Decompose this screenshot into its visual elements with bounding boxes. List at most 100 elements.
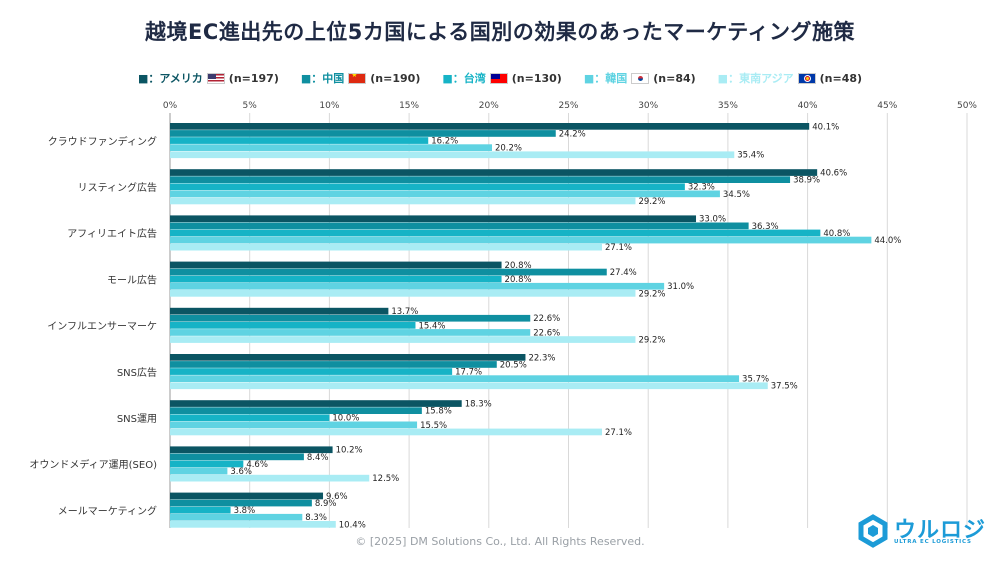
data-label: 36.3% [752, 222, 779, 232]
legend-n-china: (n=190) [370, 71, 421, 85]
logo-name: ウルロジ [894, 518, 987, 543]
data-label: 31.0% [667, 282, 694, 292]
data-label: 40.8% [823, 229, 850, 239]
x-tick-label: 50% [957, 101, 977, 111]
logo-subtitle: ULTRA EC LOGISTICS [894, 539, 972, 545]
x-tick-label: 15% [399, 101, 419, 111]
bar [170, 169, 818, 176]
bar [170, 222, 749, 230]
us-flag-icon [206, 72, 225, 84]
bar [170, 197, 636, 205]
bar [170, 183, 685, 191]
bar [170, 176, 791, 183]
bar [170, 428, 602, 436]
bar [170, 506, 231, 514]
legend-item-korea: ■：韓国 (n=84) [584, 70, 696, 86]
data-label: 12.5% [372, 474, 399, 484]
bar [170, 190, 720, 198]
data-label: 29.2% [638, 289, 665, 299]
legend-n-usa: (n=197) [228, 71, 279, 85]
category-label: オウンドメディア運用(SEO) [29, 458, 157, 471]
legend-item-china: ■：中国 (n=190) [301, 70, 420, 86]
bar [170, 361, 497, 368]
bar [170, 499, 312, 507]
data-label: 33.0% [699, 215, 726, 225]
x-tick-label: 20% [479, 101, 499, 111]
bar [170, 414, 330, 422]
data-label: 15.4% [418, 321, 445, 331]
category-label: モール広告 [107, 273, 157, 286]
bar [170, 400, 462, 407]
taiwan-flag-icon [489, 72, 508, 84]
data-label: 18.3% [465, 400, 492, 410]
bar [170, 513, 303, 521]
data-label: 29.2% [638, 336, 665, 346]
data-label: 9.6% [326, 492, 348, 502]
data-label: 20.5% [500, 360, 527, 370]
asean-flag-icon [797, 72, 816, 84]
x-tick-label: 5% [243, 101, 258, 111]
data-label: 40.1% [812, 122, 839, 132]
data-label: 20.8% [505, 261, 532, 271]
legend-label-china: ■：中国 [300, 72, 345, 85]
bar [170, 243, 602, 251]
category-label: SNS運用 [117, 413, 157, 425]
korea-flag-icon [631, 72, 650, 84]
bar [170, 215, 697, 223]
data-label: 22.6% [533, 328, 560, 338]
data-label: 3.6% [230, 467, 252, 477]
data-label: 22.3% [528, 353, 555, 363]
bar [170, 453, 304, 461]
bar [170, 375, 740, 382]
x-tick-label: 0% [163, 101, 178, 111]
legend-label-southeast-asia: ■：東南アジア [717, 72, 794, 85]
category-label: リスティング広告 [78, 181, 157, 194]
bar [170, 354, 526, 361]
data-label: 37.5% [771, 382, 798, 392]
category-label: メールマーケティング [58, 504, 157, 517]
bar [170, 368, 453, 375]
legend-n-korea: (n=84) [653, 71, 696, 85]
bar [170, 467, 228, 475]
category-label: インフルエンサーマーケ [47, 321, 157, 333]
bar [170, 236, 872, 244]
legend-item-southeast-asia: ■：東南アジア (n=48) [718, 70, 862, 86]
bar [170, 268, 607, 276]
bar [170, 307, 389, 315]
bar [170, 290, 636, 297]
bar [170, 229, 821, 237]
data-label: 29.2% [638, 197, 665, 207]
bar [170, 322, 416, 329]
data-label: 4.6% [246, 460, 268, 470]
bar [170, 144, 492, 151]
bar [170, 130, 556, 137]
china-flag-icon [348, 72, 367, 84]
data-label: 22.6% [533, 314, 560, 324]
data-label: 10.2% [336, 446, 363, 456]
legend-label-usa: ■：アメリカ [137, 72, 203, 85]
data-label: 35.7% [742, 375, 769, 385]
bar [170, 492, 324, 500]
brand-logo: ウルロジ ULTRA EC LOGISTICS [856, 512, 986, 552]
bar [170, 282, 665, 290]
bar [170, 521, 336, 528]
category-label: SNS広告 [117, 366, 157, 379]
bar [170, 329, 531, 336]
data-label: 3.8% [234, 506, 256, 516]
bar [170, 474, 370, 482]
bar [170, 275, 502, 283]
data-label: 38.9% [793, 176, 820, 186]
data-label: 8.3% [305, 513, 327, 523]
data-label: 27.1% [605, 428, 632, 438]
data-label: 15.8% [425, 407, 452, 417]
data-label: 32.3% [688, 183, 715, 193]
data-label: 24.2% [559, 129, 586, 139]
data-label: 35.4% [737, 151, 764, 161]
bar [170, 151, 735, 159]
data-label: 40.6% [820, 169, 847, 179]
bar [170, 460, 244, 468]
data-label: 8.9% [315, 499, 337, 509]
data-label: 16.2% [431, 137, 458, 147]
data-label: 27.1% [605, 243, 632, 253]
